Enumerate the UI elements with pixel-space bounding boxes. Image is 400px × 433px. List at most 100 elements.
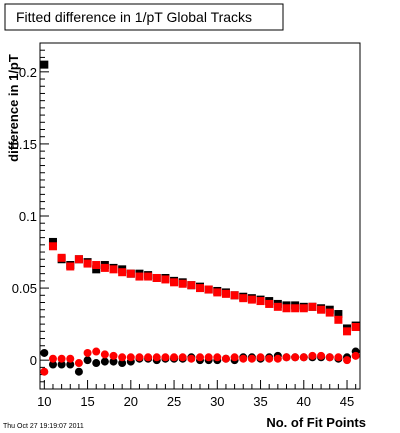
data-point-square [66,262,75,271]
x-tick-label: 20 [124,394,138,409]
data-point-square [48,237,57,246]
data-point-square [178,279,187,288]
data-point-square [239,294,248,303]
data-point-square [282,304,291,313]
data-point-square [170,278,179,287]
data-point-square [334,310,343,319]
data-point-circle [308,351,317,360]
data-point-square [74,255,83,264]
timestamp: Thu Oct 27 19:19:07 2011 [3,423,84,430]
data-point-circle [100,357,109,366]
data-point-circle [48,360,57,369]
plot-frame [39,42,361,390]
data-point-square [57,253,66,262]
data-point-square [308,302,317,311]
data-point-circle [74,367,83,376]
data-point-square [325,308,334,317]
data-point-circle [170,353,179,362]
data-point-circle [118,353,127,362]
data-point-square [100,263,109,272]
data-point-square [109,265,118,274]
data-point-square [83,259,92,268]
data-point-circle [135,353,144,362]
data-point-circle [213,353,222,362]
data-point-circle [291,353,300,362]
chart-title: Fitted difference in 1/pT Global Tracks [16,9,252,25]
data-point-square [144,272,153,281]
data-point-circle [48,354,57,363]
y-tick-label: 0 [30,353,37,368]
data-point-square [343,327,352,336]
data-point-square [92,261,101,270]
x-tick-label: 40 [297,394,311,409]
data-point-circle [247,354,256,363]
data-point-square [221,289,230,298]
data-point-circle [178,353,187,362]
data-point-circle [144,353,153,362]
data-point-square [204,285,213,294]
data-point-circle [74,359,83,368]
data-point-circle [282,353,291,362]
data-point-circle [83,348,92,357]
data-point-circle [100,350,109,359]
y-tick-label: 0.1 [19,209,37,224]
x-tick-label: 45 [340,394,354,409]
data-point-circle [66,360,75,369]
data-point-circle [299,353,308,362]
data-point-circle [126,353,135,362]
data-point-square [291,304,300,313]
x-tick-label: 25 [167,394,181,409]
data-marks [40,60,360,376]
data-point-circle [325,353,334,362]
data-point-circle [343,356,352,365]
data-point-square [317,305,326,314]
data-point-circle [273,354,282,363]
data-point-circle [239,354,248,363]
data-point-square [256,297,265,306]
data-point-circle [83,356,92,365]
data-point-square [265,299,274,308]
x-tick-label: 10 [37,394,51,409]
data-point-circle [109,351,118,360]
data-point-circle [230,353,239,362]
data-point-square [247,295,256,304]
data-point-square [230,291,239,300]
data-point-square [118,268,127,277]
data-point-circle [334,353,343,362]
data-point-circle [66,354,75,363]
data-point-circle [40,348,49,357]
data-point-circle [152,353,161,362]
data-point-square [161,275,170,284]
data-point-circle [57,354,66,363]
data-point-circle [204,353,213,362]
data-point-square [92,265,101,274]
y-tick-label: 0.2 [19,65,37,80]
y-axis-label: difference in 1/pT [6,54,21,162]
data-point-circle [40,367,49,376]
data-point-circle [109,357,118,366]
data-point-circle [221,354,230,363]
data-point-square [351,323,360,332]
data-point-square [126,269,135,278]
axis-ticks: 10 15 20 25 30 35 40 45 0 0.05 0.1 0.15 0.2 [12,49,357,409]
data-point-circle [57,360,66,369]
data-point-circle [351,351,360,360]
data-point-square [152,273,161,282]
data-point-square [299,304,308,313]
x-tick-label: 35 [253,394,267,409]
data-point-circle [196,353,204,362]
data-point-square [213,288,222,297]
x-tick-label: 15 [80,394,94,409]
data-point-circle [317,351,326,360]
x-axis-label: No. of Fit Points [266,415,366,430]
data-point-circle [265,354,274,363]
data-point-square [187,281,196,290]
data-point-square [196,284,204,293]
data-point-circle [187,354,196,363]
y-tick-label: 0.15 [12,137,37,152]
data-point-square [135,272,144,281]
x-tick-label: 30 [210,394,224,409]
data-point-circle [118,359,127,368]
data-point-square [40,60,49,69]
